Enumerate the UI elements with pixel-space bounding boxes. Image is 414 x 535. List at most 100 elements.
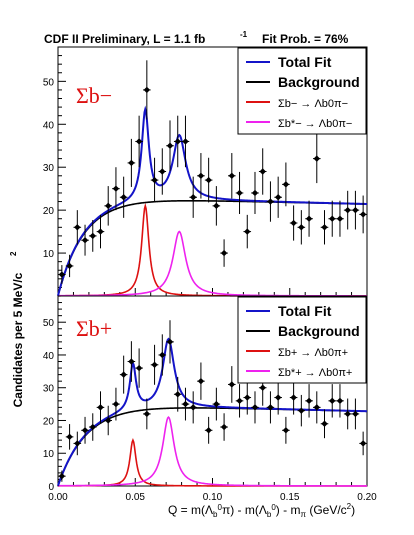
data-marker — [112, 400, 120, 408]
data-marker — [298, 407, 305, 414]
data-point — [228, 153, 236, 199]
data-point — [150, 157, 159, 203]
data-marker — [298, 224, 305, 231]
y-tick-label: 30 — [43, 163, 55, 174]
data-point — [297, 210, 306, 245]
data-marker — [135, 138, 143, 145]
data-marker — [89, 423, 96, 431]
data-point — [251, 391, 259, 424]
x-tick-label: 0.05 — [126, 492, 146, 503]
data-marker — [359, 211, 367, 218]
data-point — [166, 120, 174, 172]
y-tick-label: 0 — [48, 482, 54, 493]
data-marker — [58, 472, 66, 480]
data-point — [58, 470, 66, 482]
data-point — [320, 210, 329, 245]
data-marker — [213, 202, 220, 210]
data-marker — [251, 189, 259, 197]
data-point — [189, 391, 197, 424]
data-marker — [58, 271, 66, 278]
data-point — [235, 171, 244, 215]
data-marker — [66, 433, 73, 441]
data-marker — [359, 440, 367, 447]
x-tick-label: 0.10 — [203, 492, 223, 503]
data-marker — [189, 194, 197, 201]
data-point — [243, 214, 252, 249]
data-marker — [128, 159, 135, 167]
data-point — [343, 190, 352, 230]
data-point — [243, 380, 252, 415]
data-marker — [97, 228, 104, 235]
data-marker — [166, 142, 174, 149]
data-point — [282, 162, 290, 207]
data-marker — [251, 404, 259, 411]
data-point — [143, 398, 151, 430]
sigma-star-signal-curve — [57, 416, 367, 487]
data-marker — [151, 361, 158, 368]
data-point — [88, 220, 97, 252]
y-tick-label: 20 — [43, 416, 55, 427]
sigma-star-signal-curve — [58, 230, 367, 297]
data-point — [235, 384, 244, 418]
data-point — [96, 391, 105, 424]
data-point — [359, 195, 367, 234]
legend-background-label: Background — [278, 323, 360, 339]
data-point — [135, 348, 143, 388]
y-tick-label: 10 — [43, 449, 55, 460]
data-point — [135, 115, 143, 168]
data-point — [112, 387, 120, 421]
data-point — [289, 205, 298, 241]
data-marker — [336, 215, 344, 222]
data-point — [351, 190, 360, 230]
data-point — [274, 176, 282, 218]
data-marker — [313, 155, 320, 162]
data-marker — [128, 358, 135, 365]
data-point — [150, 344, 159, 385]
x-axis-label: Q = m(Λb0π) - m(Λb0) - mπ (GeV/c2) — [168, 502, 355, 519]
data-point — [81, 224, 89, 256]
data-marker — [174, 138, 181, 145]
data-point — [220, 239, 228, 267]
data-point — [204, 416, 213, 444]
data-point — [328, 384, 337, 418]
data-point — [312, 134, 321, 184]
data-marker — [282, 181, 290, 188]
panel-label: Σb+ — [76, 316, 112, 341]
data-marker — [197, 172, 205, 179]
data-point — [104, 186, 113, 226]
legend-sigma-label: Σb+ → Λb0π+ — [278, 347, 348, 359]
data-point — [81, 416, 89, 444]
data-point — [297, 394, 306, 427]
data-marker — [74, 440, 81, 447]
legend: Total Fit Background Σb− → Λb0π− Σb*− → Λb0… — [237, 47, 367, 135]
data-point — [88, 413, 97, 441]
data-marker — [159, 168, 166, 175]
data-marker — [105, 202, 112, 210]
data-marker — [305, 397, 313, 405]
data-point — [189, 176, 197, 218]
data-marker — [220, 423, 228, 431]
data-point — [197, 362, 205, 400]
data-marker — [213, 400, 220, 408]
data-point — [73, 210, 82, 245]
data-point — [343, 398, 352, 430]
legend-sigma-star-label: Σb*+ → Λb0π+ — [278, 367, 352, 379]
data-point — [112, 167, 120, 211]
data-marker — [135, 364, 143, 372]
data-marker — [97, 404, 104, 411]
svg-text:Candidates per 5 MeV/c: Candidates per 5 MeV/c — [11, 272, 25, 407]
data-marker — [305, 215, 313, 222]
data-marker — [105, 417, 112, 424]
data-marker — [329, 215, 336, 222]
data-marker — [259, 384, 266, 391]
sigma-signal-curve — [58, 202, 367, 297]
experiment-title: CDF II Preliminary, L = 1.1 fb — [44, 32, 205, 46]
data-marker — [228, 172, 236, 179]
legend-sigma-star-label: Σb*− → Λb0π− — [278, 118, 352, 130]
data-marker — [197, 377, 205, 385]
lumi-exponent: -1 — [240, 30, 248, 39]
data-point — [127, 341, 136, 382]
data-marker — [236, 397, 243, 405]
panels: 10 20 30 40 50 Total Fit Background Σb− → Λb0π−… — [43, 46, 377, 503]
total-fit-curve — [57, 105, 368, 296]
